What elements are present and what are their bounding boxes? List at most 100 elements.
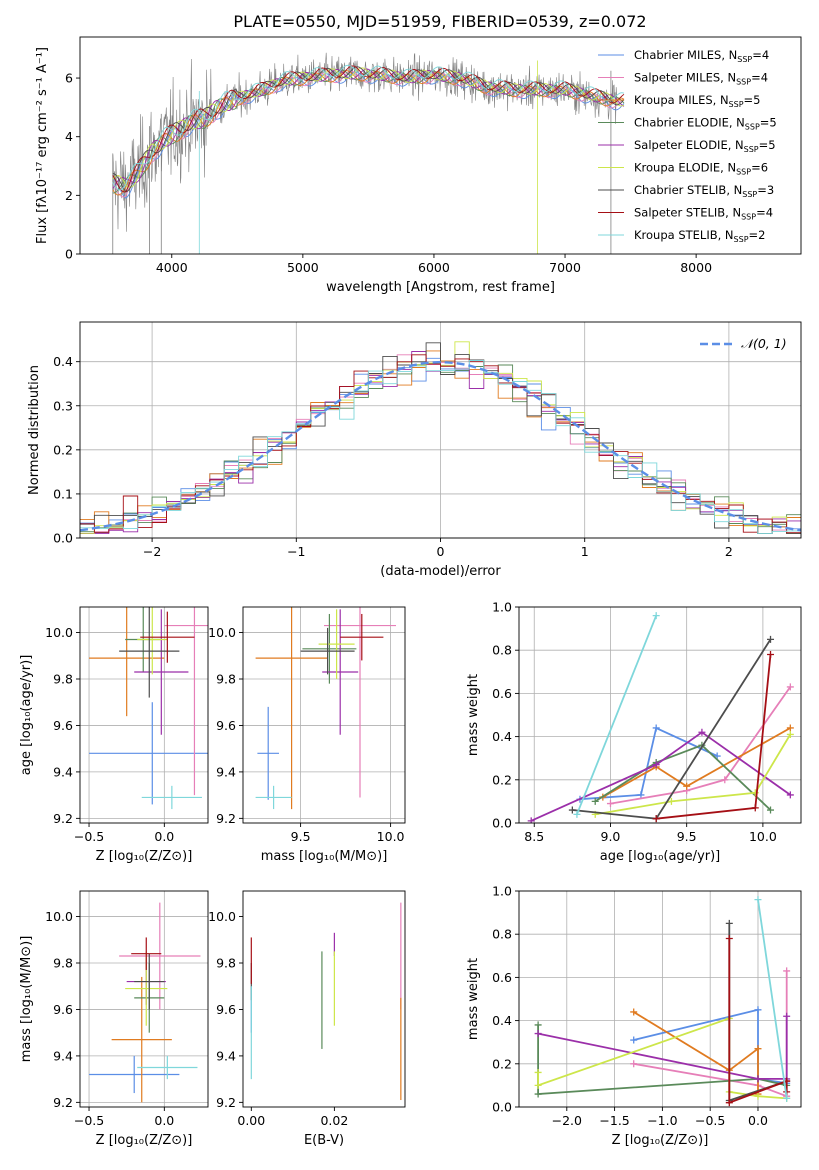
y-tick-label: 9.8 <box>53 956 73 971</box>
y-tick-label: 0.8 <box>492 927 512 942</box>
series-marker-salpeter-elodie <box>783 1012 791 1020</box>
spectrum-plot-area <box>112 52 625 254</box>
legend-label-text: Salpeter STELIB, N <box>634 206 741 220</box>
y-tick-label: 1.0 <box>492 884 512 899</box>
y-tick-label: 9.4 <box>216 764 236 779</box>
legend-label: Salpeter STELIB, NSSP=4 <box>634 206 773 222</box>
series-marker-salpeter-elodie <box>527 817 535 823</box>
axes-mass-vs-ebv: 0.00 0.02 9.2 9.4 9.6 9.8 10.0 E(B-V) <box>208 890 406 1148</box>
mass-vs-ebv-plot-area <box>250 902 402 1101</box>
legend-label-text: Kroupa MILES, N <box>634 93 729 107</box>
x-tick-label: 0.02 <box>320 1113 348 1128</box>
legend-count: =5 <box>744 93 761 107</box>
x-tick-label: −1.0 <box>647 1113 677 1128</box>
series-marker-salpeter-stelib <box>767 651 775 659</box>
y-tick-label: 2 <box>65 188 73 203</box>
series-line-chabrier-elodie <box>594 744 772 811</box>
series-marker-kroupa-stelib <box>783 1094 791 1102</box>
x-tick-label: 0.0 <box>154 829 174 844</box>
legend-subscript: SSP <box>736 78 751 87</box>
observed-spectrum <box>112 52 618 232</box>
axes-massweight-vs-Z: −2.0 −1.5 −1.0 −0.5 0.0 0.0 0.2 0.4 0.6 0.8 1.0 Z [… <box>466 884 802 1148</box>
x-axis-label: E(B-V) <box>304 1133 344 1148</box>
series-marker-salpeter-stelib <box>725 935 733 943</box>
y-tick-label: 10.0 <box>208 625 236 640</box>
y-axis-label: mass [log₁₀(M/M⊙)] <box>19 936 34 1063</box>
y-tick-label: 0.6 <box>492 970 512 985</box>
y-tick-label: 10.0 <box>45 909 73 924</box>
axes-frame <box>242 890 406 1108</box>
legend-subscript: SSP <box>736 168 751 177</box>
axes-frame <box>518 606 802 824</box>
x-tick-label: −0.5 <box>695 1113 725 1128</box>
y-tick-label: 0.4 <box>53 354 73 369</box>
massweight-vs-Z-plot-area <box>534 896 791 1107</box>
y-tick-label: 10.0 <box>208 909 236 924</box>
x-axis-label: wavelength [Angstrom, rest frame] <box>326 280 555 295</box>
y-tick-label: 0.2 <box>492 1056 512 1071</box>
x-axis-label: Z [log₁₀(Z/Z⊙)] <box>612 1133 709 1148</box>
legend-count: =4 <box>752 48 769 62</box>
series-marker-kroupa-elodie <box>534 1068 542 1076</box>
x-tick-label: 9.5 <box>291 829 311 844</box>
series-marker-salpeter-elodie <box>786 791 794 799</box>
legend-count: =2 <box>749 228 766 242</box>
x-tick-label: −0.5 <box>74 1113 104 1128</box>
histogram-kroupa-stelib <box>80 360 801 535</box>
model-spectrum-kroupa-miles <box>112 70 625 196</box>
series-line-chabrier-elodie <box>537 1024 787 1095</box>
legend-subscript: SSP <box>741 213 756 222</box>
x-tick-label: −2 <box>143 544 161 559</box>
legend-label-text: Kroupa ELODIE, N <box>634 161 736 175</box>
y-tick-label: 9.4 <box>216 1048 236 1063</box>
x-axis-label: (data-model)/error <box>380 564 501 579</box>
legend-label: Salpeter ELODIE, NSSP=5 <box>634 138 776 154</box>
axes-frame <box>79 890 209 1108</box>
x-axis-label: Z [log₁₀(Z/Z⊙)] <box>96 849 193 864</box>
histogram-chabrier-stelib <box>80 342 801 535</box>
x-tick-label: 6000 <box>418 260 450 275</box>
series-marker-kroupa-elodie <box>667 797 675 805</box>
series-marker-kroupa-stelib <box>573 810 581 818</box>
series-marker-kroupa-stelib <box>754 896 762 904</box>
legend-label: Kroupa STELIB, NSSP=2 <box>634 228 765 244</box>
series-marker-salpeter-miles <box>783 967 791 975</box>
legend-count: =4 <box>751 71 768 85</box>
x-axis-label: Z [log₁₀(Z/Z⊙)] <box>96 1133 193 1148</box>
series-line-salpeter-elodie <box>537 1016 788 1080</box>
legend-subscript: SSP <box>744 145 759 154</box>
series-marker-chabrier-stelib <box>725 919 733 927</box>
x-tick-label: −0.5 <box>74 829 104 844</box>
legend-label: Kroupa MILES, NSSP=5 <box>634 93 760 109</box>
x-axis-label: age [log₁₀(age/yr)] <box>600 849 721 864</box>
x-tick-label: 2 <box>725 544 733 559</box>
legend-label-text: Chabrier ELODIE, N <box>634 116 745 130</box>
series-line-salpeter-miles <box>610 686 792 805</box>
legend-count: =5 <box>760 116 777 130</box>
y-tick-label: 0.4 <box>492 729 512 744</box>
mass-vs-Z-plot-area <box>89 902 201 1103</box>
legend-subscript: SSP <box>737 55 752 64</box>
legend-label-text: Salpeter MILES, N <box>634 71 736 85</box>
y-tick-label: 0.2 <box>492 772 512 787</box>
series-marker-salpeter-elodie <box>754 1075 762 1083</box>
y-tick-label: 9.4 <box>53 764 73 779</box>
legend-label-text: Chabrier MILES, N <box>634 48 737 62</box>
series-marker-kroupa-stelib <box>652 612 660 620</box>
y-tick-label: 1.0 <box>492 600 512 615</box>
y-tick-label: 10.0 <box>45 625 73 640</box>
series-marker-salpeter-miles <box>606 800 614 808</box>
y-tick-label: 9.8 <box>216 672 236 687</box>
y-tick-label: 9.6 <box>53 1002 73 1017</box>
series-marker-kroupa-elodie <box>754 1092 762 1100</box>
x-tick-label: 9.5 <box>677 829 697 844</box>
x-tick-label: 4000 <box>156 260 188 275</box>
legend-normal-label: 𝒩(0, 1) <box>741 336 787 351</box>
axes-frame <box>79 606 209 824</box>
series-marker-chabrier-elodie <box>534 1021 542 1029</box>
x-tick-label: −2.0 <box>552 1113 582 1128</box>
legend-subscript: SSP <box>734 235 749 244</box>
y-tick-label: 0.1 <box>53 486 73 501</box>
y-tick-label: 9.2 <box>216 1095 236 1110</box>
